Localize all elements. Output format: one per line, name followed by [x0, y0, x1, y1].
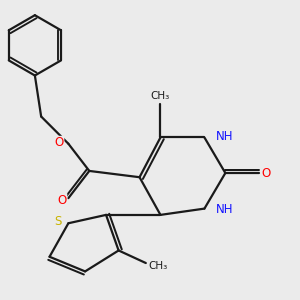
Text: CH₃: CH₃	[151, 92, 170, 101]
Text: NH: NH	[216, 203, 234, 216]
Text: O: O	[55, 136, 64, 149]
Text: CH₃: CH₃	[148, 261, 167, 272]
Text: S: S	[54, 215, 61, 228]
Text: O: O	[262, 167, 271, 179]
Text: NH: NH	[216, 130, 234, 143]
Text: O: O	[58, 194, 67, 207]
